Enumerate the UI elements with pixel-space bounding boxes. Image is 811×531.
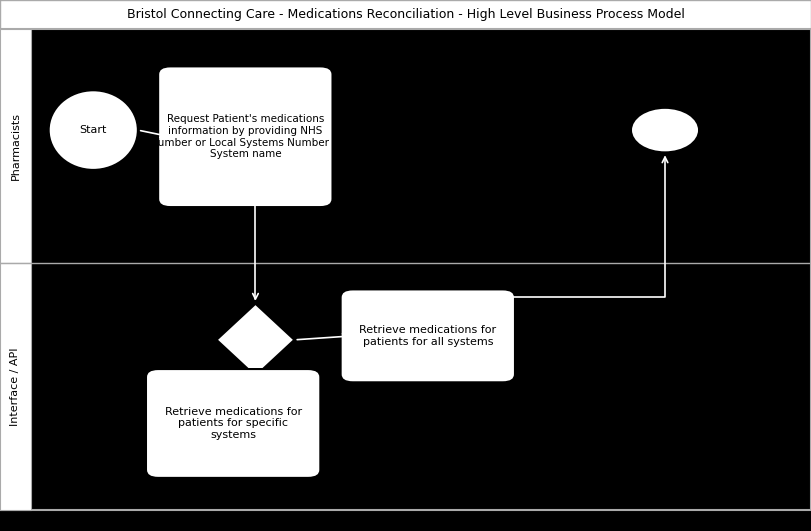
Ellipse shape: [49, 90, 138, 170]
FancyBboxPatch shape: [0, 263, 31, 510]
FancyBboxPatch shape: [158, 66, 333, 207]
FancyBboxPatch shape: [0, 29, 811, 510]
FancyBboxPatch shape: [341, 289, 515, 382]
Text: Start: Start: [79, 125, 107, 135]
FancyBboxPatch shape: [0, 29, 31, 263]
Text: Retrieve medications for
patients for specific
systems: Retrieve medications for patients for sp…: [165, 407, 302, 440]
Text: Request Patient's medications
information by providing NHS
Number or Local Syste: Request Patient's medications informatio…: [150, 114, 341, 159]
Text: Pharmacists: Pharmacists: [11, 112, 20, 180]
FancyBboxPatch shape: [0, 0, 811, 29]
Text: Retrieve medications for
patients for all systems: Retrieve medications for patients for al…: [359, 325, 496, 347]
FancyBboxPatch shape: [146, 369, 320, 478]
Circle shape: [631, 108, 699, 152]
Polygon shape: [217, 304, 294, 376]
Text: Interface / API: Interface / API: [11, 347, 20, 425]
Text: Bristol Connecting Care - Medications Reconciliation - High Level Business Proce: Bristol Connecting Care - Medications Re…: [127, 8, 684, 21]
